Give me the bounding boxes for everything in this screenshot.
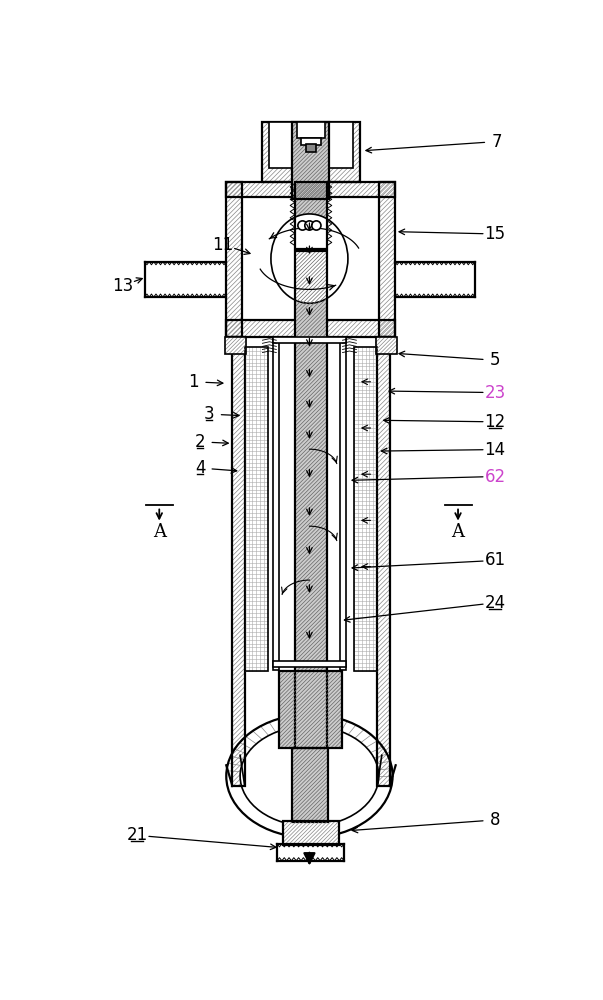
Text: 21: 21 [126,826,148,844]
Bar [295,251,327,774]
Text: 23: 23 [484,384,506,402]
Bar [273,337,346,343]
Bar [295,251,327,774]
Text: 14: 14 [484,441,505,459]
Bar [376,337,397,354]
Bar [226,182,242,337]
Text: 62: 62 [484,468,505,486]
Bar [329,122,353,168]
Bar [295,182,327,249]
Text: 7: 7 [491,133,502,151]
Text: 11: 11 [213,236,234,254]
Text: 5: 5 [490,351,500,369]
Text: 3: 3 [204,405,215,423]
Bar [395,262,475,297]
Bar [292,748,328,822]
Bar [226,182,395,197]
Bar [377,337,390,786]
Bar [225,337,246,354]
Bar [295,182,327,249]
Bar [376,337,397,354]
Bar [232,337,245,786]
Bar [292,122,329,199]
Bar [354,347,377,671]
Bar [268,347,354,671]
Bar [292,122,329,199]
Bar [379,182,395,337]
Bar [379,182,395,337]
Text: 24: 24 [484,594,505,612]
Bar [268,122,292,168]
Bar [226,182,242,337]
Bar [301,138,321,145]
Bar [225,337,246,354]
Text: A: A [153,523,166,541]
Bar [279,671,342,748]
Bar [279,671,342,748]
Bar [242,197,379,320]
Bar [232,337,245,786]
Bar [226,320,395,337]
Ellipse shape [240,726,379,826]
Bar [226,182,395,197]
Text: 8: 8 [490,811,500,829]
Bar [226,320,395,337]
Text: 2: 2 [195,433,206,451]
Text: 12: 12 [484,413,506,431]
Circle shape [305,221,314,230]
Text: 15: 15 [484,225,505,243]
Text: 61: 61 [484,551,505,569]
Bar [273,661,346,667]
Bar [306,144,315,152]
Bar [283,821,339,845]
Bar [377,337,390,786]
Bar [297,122,325,138]
Text: 13: 13 [112,277,134,295]
Bar [245,347,268,671]
Text: 4: 4 [195,459,206,477]
Text: A: A [452,523,464,541]
Circle shape [298,221,307,230]
Ellipse shape [271,214,348,303]
Circle shape [312,221,321,230]
Ellipse shape [226,714,393,838]
Bar [145,262,226,297]
Bar [283,821,339,845]
Bar [273,337,279,670]
Bar [292,748,328,822]
Bar [262,122,360,182]
Bar [262,122,360,182]
Bar [340,337,346,670]
Text: 1: 1 [189,373,199,391]
